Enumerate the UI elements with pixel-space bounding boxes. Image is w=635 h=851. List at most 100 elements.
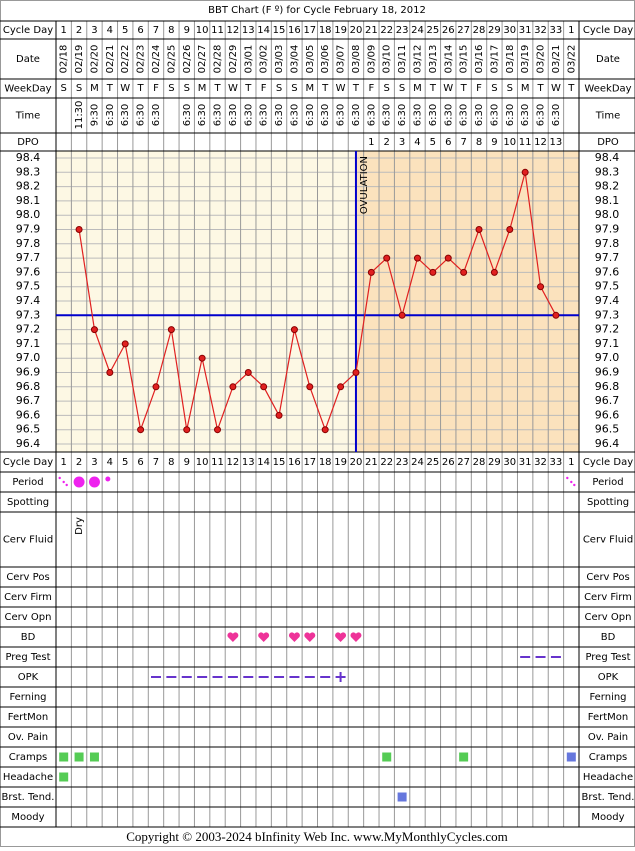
dpo: 9 [491,137,497,148]
time: 6:30 [459,104,470,126]
cycle-day: 14 [257,457,270,468]
weekday: T [244,83,252,94]
y-tick-label-right: 97.5 [595,280,620,293]
time: 6:30 [505,104,516,126]
row-label: BD [21,632,36,643]
date: 02/18 [59,45,70,74]
y-tick-label: 98.2 [16,180,41,193]
time: 6:30 [428,104,439,126]
y-tick-label-right: 97.2 [595,323,620,336]
date: 03/09 [366,45,377,74]
cycle-day: 26 [442,457,455,468]
temp-point [429,268,437,276]
cycle-day: 21 [365,25,378,36]
time: 6:30 [351,104,362,126]
time: 6:30 [551,104,562,126]
cycle-day: 23 [396,25,409,36]
cycle-day: 3 [91,457,97,468]
row-label: Period [12,477,43,488]
y-tick-label-right: 98.1 [595,194,620,207]
period-spot [58,476,61,480]
cycle-day: 33 [550,457,563,468]
temp-point [444,254,452,262]
date: 03/17 [489,45,500,74]
temp-point [275,411,283,419]
symptom [89,752,99,762]
weekday: M [90,83,99,94]
row-label-right: Headache [583,772,633,783]
row-label: Cycle Day [3,457,53,468]
date: 02/24 [151,45,162,74]
weekday: T [429,83,437,94]
y-tick-label-right: 98.2 [595,180,620,193]
row-label: Ov. Pain [8,732,48,743]
cycle-day: 21 [365,457,378,468]
time: 6:30 [243,104,254,126]
date: 02/20 [89,45,100,74]
temp-point [75,226,83,233]
symptom [382,752,392,762]
time: 6:30 [474,104,485,126]
weekday: M [198,83,207,94]
time: 11:30 [74,101,85,130]
cycle-day: 32 [534,457,547,468]
temp-point [383,254,391,262]
temp-point [137,426,145,434]
temp-point [521,168,529,176]
y-tick-label-right: 97.1 [595,337,620,350]
cycle-day: 17 [303,25,316,36]
period-spot [570,480,573,484]
temp-point [167,326,175,334]
row-label-right: DPO [597,137,619,148]
cycle-day: 11 [211,25,224,36]
cycle-day: 8 [168,25,174,36]
cycle-day: 27 [457,25,470,36]
y-tick-label: 97.2 [16,323,41,336]
row-label-right: FertMon [588,712,628,723]
y-tick-label: 96.6 [16,408,41,421]
cycle-day: 2 [76,457,82,468]
cycle-day: 33 [550,25,563,36]
cycle-day: 12 [227,25,240,36]
date: 03/01 [243,45,254,74]
cycle-day: 29 [488,457,501,468]
time: 6:30 [228,104,239,126]
y-tick-label-right: 97.6 [595,265,620,278]
date: 03/04 [289,45,300,74]
row-label-right: Cerv Fluid [583,535,633,546]
row-label-right: BD [601,632,616,643]
y-tick-label: 98.0 [16,208,41,221]
time: 6:30 [412,104,423,126]
dpo: 13 [550,137,563,148]
time: 6:30 [397,104,408,126]
cycle-day: 11 [211,457,224,468]
symptom [566,752,576,762]
date: 03/22 [566,45,577,74]
temp-point [106,369,114,376]
row-label: Ferning [9,692,46,703]
cycle-day: 18 [319,457,332,468]
date: 03/12 [412,45,423,74]
weekday: W [228,83,238,94]
weekday: T [137,83,145,94]
cycle-day: 23 [396,457,409,468]
temp-point [229,383,237,391]
weekday: S [76,83,82,94]
row-label-right: Date [596,54,620,65]
y-tick-label: 97.5 [16,280,41,293]
time: 6:30 [105,104,116,126]
dpo: 4 [414,137,420,148]
symptom [59,772,69,782]
row-label-right: Cycle Day [583,457,633,468]
cycle-day: 15 [273,457,286,468]
y-tick-label-right: 96.9 [595,366,620,379]
time: 6:30 [305,104,316,126]
period-spot [573,483,576,487]
date: 02/25 [166,45,177,74]
cycle-day: 14 [257,25,270,36]
weekday: W [120,83,130,94]
cycle-day: 24 [411,457,424,468]
cycle-day: 10 [196,25,209,36]
cycle-day: 31 [519,457,532,468]
temp-point [537,283,545,291]
